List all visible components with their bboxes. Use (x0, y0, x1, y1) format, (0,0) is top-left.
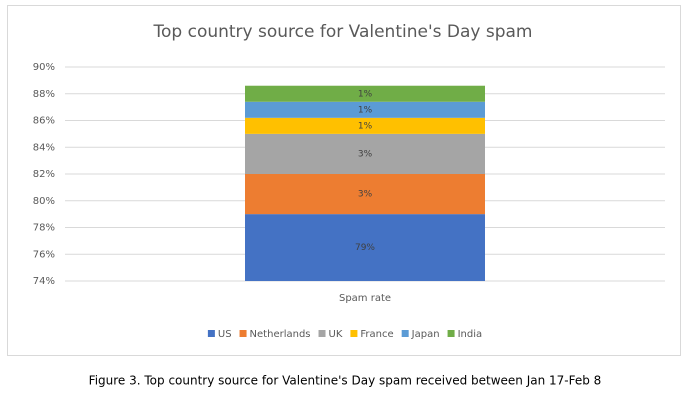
legend-swatch (350, 330, 358, 337)
legend-swatch (207, 330, 215, 337)
legend-label: UK (329, 329, 343, 340)
legend-swatch (239, 330, 247, 337)
x-tick-label: Spam rate (339, 293, 391, 304)
value-label: 1% (358, 105, 373, 115)
legend-label: Japan (411, 329, 440, 340)
legend-label: France (360, 329, 393, 340)
legend-swatch (401, 330, 409, 337)
legend-label: US (218, 329, 232, 340)
value-label: 3% (358, 190, 373, 200)
bar-segment (245, 85, 485, 102)
legend-swatch (447, 330, 455, 337)
value-label: 3% (358, 149, 373, 159)
bar-segment (245, 117, 485, 134)
y-tick-label: 84% (33, 142, 55, 153)
y-tick-label: 74% (33, 276, 55, 287)
y-tick-label: 78% (33, 223, 55, 234)
y-tick-label: 90% (33, 62, 55, 73)
bar-segment (245, 101, 485, 118)
value-label: 1% (358, 121, 373, 131)
chart-title: Top country source for Valentine's Day s… (153, 22, 533, 42)
legend-label: India (458, 329, 483, 340)
bar-segment (245, 133, 485, 174)
legend-swatch (318, 330, 326, 337)
value-label: 79% (355, 243, 375, 253)
value-label: 1% (358, 89, 373, 99)
legend-label: Netherlands (250, 329, 311, 340)
bar-segment (245, 214, 485, 281)
y-tick-label: 76% (33, 249, 55, 260)
bar-segment (245, 174, 485, 215)
caption: Figure 3. Top country source for Valenti… (89, 374, 602, 388)
y-tick-label: 86% (33, 116, 55, 127)
y-tick-label: 82% (33, 169, 55, 180)
y-tick-label: 88% (33, 89, 55, 100)
y-tick-label: 80% (33, 196, 55, 207)
